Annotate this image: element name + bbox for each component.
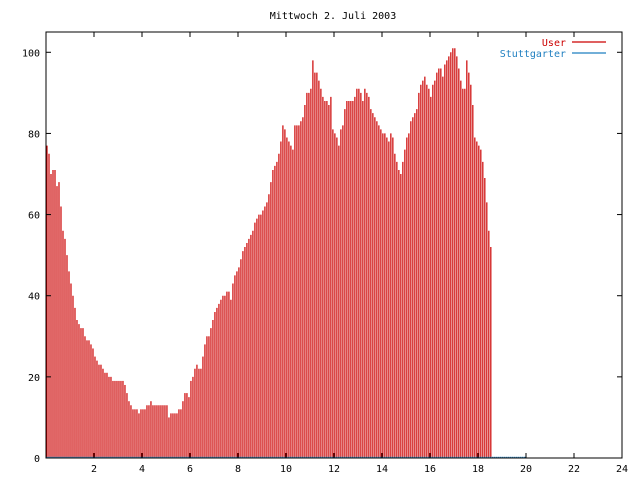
x-tick-label: 20 <box>520 464 532 475</box>
x-tick-label: 22 <box>568 464 580 475</box>
y-tick-label: 40 <box>28 292 40 303</box>
y-tick-label: 0 <box>34 454 40 465</box>
x-tick-label: 4 <box>139 464 145 475</box>
x-tick-label: 10 <box>280 464 292 475</box>
legend-label-user: User <box>542 38 566 49</box>
x-tick-label: 16 <box>424 464 436 475</box>
x-tick-label: 24 <box>616 464 628 475</box>
x-tick-label: 18 <box>472 464 484 475</box>
x-tick-label: 12 <box>328 464 340 475</box>
x-tick-label: 6 <box>187 464 193 475</box>
y-tick-label: 80 <box>28 129 40 140</box>
x-tick-label: 8 <box>235 464 241 475</box>
series-user-group <box>46 48 492 458</box>
y-tick-label: 60 <box>28 211 40 222</box>
x-tick-label: 2 <box>91 464 97 475</box>
plot-area <box>46 48 526 458</box>
legend-label-stuttgarter: Stuttgarter <box>500 49 566 60</box>
chart-title: Mittwoch 2. Juli 2003 <box>270 11 396 22</box>
plot-frame <box>45 31 623 459</box>
x-tick-label: 14 <box>376 464 388 475</box>
y-tick-label: 20 <box>28 373 40 384</box>
y-tick-label: 100 <box>22 48 40 59</box>
